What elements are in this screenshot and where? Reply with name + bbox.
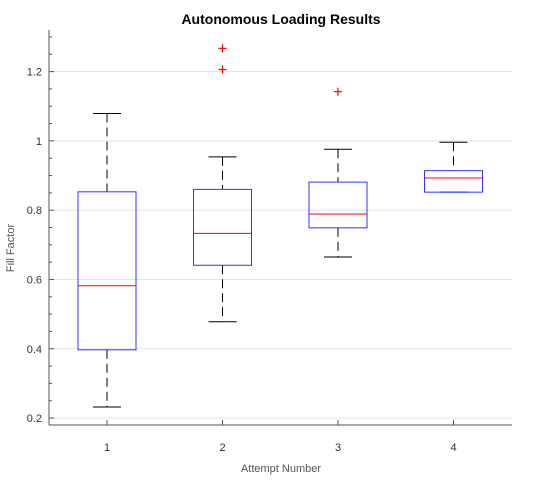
x-tick-label: 2 — [219, 442, 225, 454]
box-iqr — [424, 170, 483, 193]
box-iqr — [193, 188, 252, 266]
x-tick-label: 3 — [335, 442, 341, 454]
grid-lines — [49, 71, 512, 419]
box-group-3 — [308, 87, 368, 258]
box-iqr — [77, 191, 137, 351]
outlier-marker — [218, 44, 227, 53]
x-axis-ticks: 1 2 3 4 — [104, 420, 457, 454]
outlier-marker — [218, 65, 227, 74]
y-axis-ticks: 0.2 0.4 0.6 0.8 1 1.2 — [27, 36, 54, 425]
y-axis-label: Fill Factor — [5, 224, 17, 273]
box-group-1 — [77, 113, 137, 408]
x-tick-label: 4 — [450, 442, 456, 454]
y-tick-label: 0.4 — [27, 344, 42, 356]
chart-title: Autonomous Loading Results — [181, 11, 380, 27]
box-group-4 — [424, 141, 483, 193]
y-tick-label: 0.6 — [27, 274, 42, 286]
x-tick-label: 1 — [104, 442, 110, 454]
x-axis-label: Attempt Number — [241, 463, 321, 475]
outlier-marker — [334, 87, 342, 96]
box-iqr — [308, 181, 368, 229]
y-tick-label: 0.8 — [27, 205, 42, 217]
box-group-2 — [193, 44, 252, 323]
y-tick-label: 1 — [36, 136, 42, 148]
y-tick-label: 1.2 — [27, 67, 42, 79]
y-tick-label: 0.2 — [27, 413, 42, 425]
axes — [48, 30, 512, 426]
boxes — [77, 44, 483, 408]
